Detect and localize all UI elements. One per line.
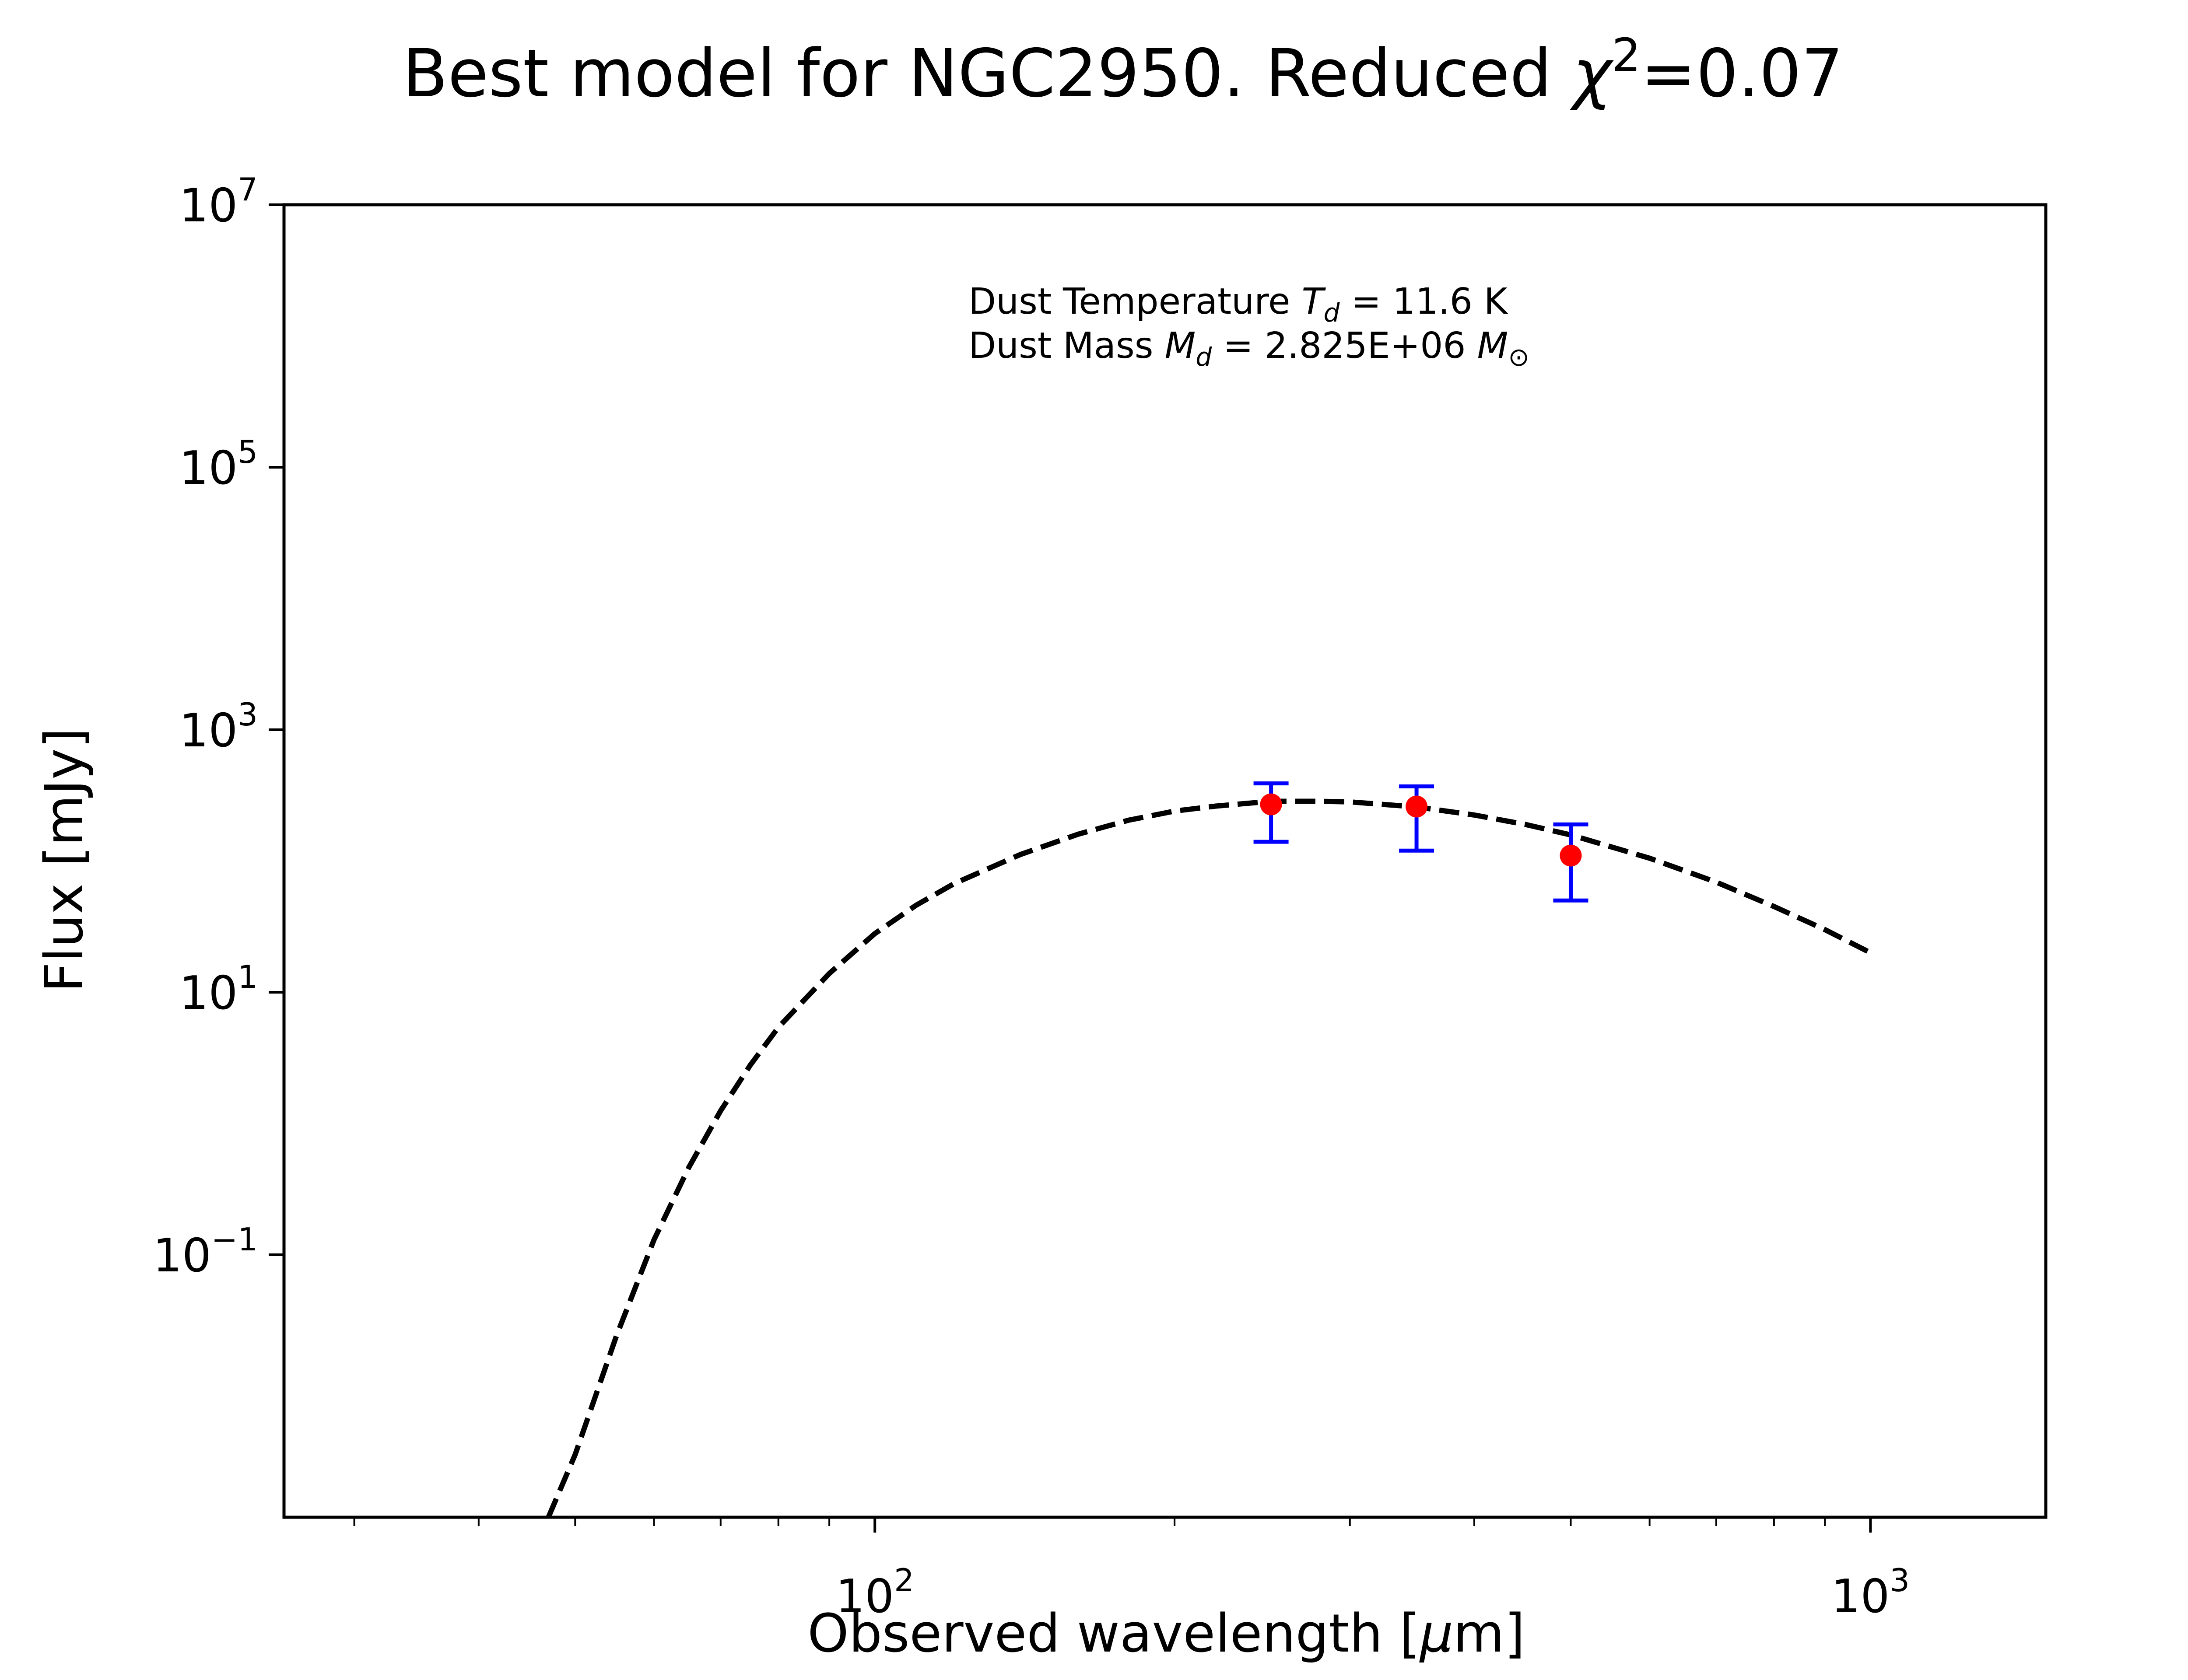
data-point-group — [1399, 784, 1434, 853]
chart-title: Best model for NGC2950. Reduced χ2=0.07 — [403, 28, 1844, 112]
y-tick-label: 10−1 — [153, 1221, 258, 1282]
y-tick-label: 101 — [179, 959, 258, 1020]
y-tick-label: 103 — [179, 696, 258, 757]
y-tick-label: 105 — [179, 434, 258, 495]
x-tick-label: 102 — [836, 1562, 914, 1623]
dust-mass-annotation: Dust Mass Md = 2.825E+06 M⊙ — [968, 325, 1529, 372]
data-point — [1560, 844, 1582, 867]
y-tick-label: 107 — [179, 171, 258, 232]
x-tick-label: 103 — [1831, 1562, 1910, 1623]
y-axis-label: Flux [mJy] — [34, 728, 95, 993]
data-point — [1260, 793, 1282, 816]
data-point-group — [1253, 781, 1289, 844]
data-point — [1406, 795, 1428, 818]
dust-temperature-annotation: Dust Temperature Td = 11.6 K — [968, 281, 1508, 328]
model-curve — [546, 798, 1872, 1519]
data-point-group — [1553, 822, 1588, 903]
x-axis-label: Observed wavelength [μm] — [807, 1603, 1525, 1664]
plot-frame — [282, 203, 2048, 1519]
